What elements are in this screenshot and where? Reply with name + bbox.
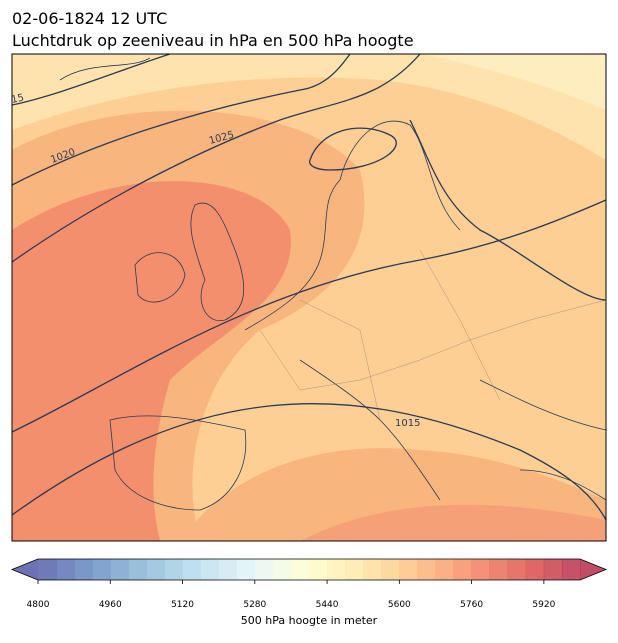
colorbar-extend	[12, 559, 38, 580]
colorbar-segment	[182, 559, 201, 580]
colorbar-segment	[435, 559, 454, 580]
colorbar-segment	[345, 559, 364, 580]
colorbar-segment	[92, 559, 111, 580]
contour-label: 15	[10, 93, 25, 106]
colorbar-segment	[471, 559, 490, 580]
colorbar-segment	[507, 559, 527, 580]
colorbar-label: 500 hPa hoogte in meter	[241, 614, 378, 627]
colorbar-segment	[128, 559, 147, 580]
colorbar-segment	[489, 559, 509, 580]
colorbar-segment	[164, 559, 183, 580]
colorbar-segment	[309, 559, 328, 580]
colorbar-segment	[399, 559, 418, 580]
contour-label: 1015	[395, 418, 420, 429]
colorbar-segment	[236, 559, 256, 580]
colorbar-segment	[272, 559, 292, 580]
colorbar-tick-label: 5600	[388, 600, 411, 610]
colorbar-segment	[453, 559, 472, 580]
subtitle: Luchtdruk op zeeniveau in hPa en 500 hPa…	[12, 31, 414, 50]
colorbar-extend	[580, 559, 606, 580]
colorbar-segment	[363, 559, 382, 580]
colorbar-segment	[381, 559, 400, 580]
colorbar-tick-label: 5120	[171, 600, 194, 610]
colorbar-tick-label: 5760	[460, 600, 483, 610]
colorbar-segment	[290, 559, 310, 580]
colorbar-segment	[38, 559, 57, 580]
colorbar-segment	[327, 559, 346, 580]
colorbar-segment	[525, 559, 545, 580]
colorbar-segment	[417, 559, 436, 580]
colorbar-segment	[200, 559, 219, 580]
colorbar-segment	[146, 559, 165, 580]
colorbar-tick-label: 4800	[27, 600, 50, 610]
colorbar-tick-label: 4960	[99, 600, 122, 610]
colorbar-segment	[561, 559, 581, 580]
colorbar-tick-label: 5920	[532, 600, 555, 610]
map-frame	[11, 53, 607, 542]
colorbar-tick-label: 5280	[243, 600, 266, 610]
colorbar-segment	[543, 559, 563, 580]
colorbar-segment	[74, 559, 93, 580]
colorbar-segment	[56, 559, 75, 580]
map: 15 1020 1025 1015	[10, 54, 606, 541]
title: 02-06-1824 12 UTC	[12, 9, 167, 28]
colorbar-segment	[110, 559, 129, 580]
colorbar-tick-label: 5440	[316, 600, 339, 610]
colorbar-segment	[254, 559, 274, 580]
colorbar-segment	[218, 559, 238, 580]
colorbar: 4800 4960 5120 5280 5440 5600 5760 5920	[10, 558, 608, 610]
